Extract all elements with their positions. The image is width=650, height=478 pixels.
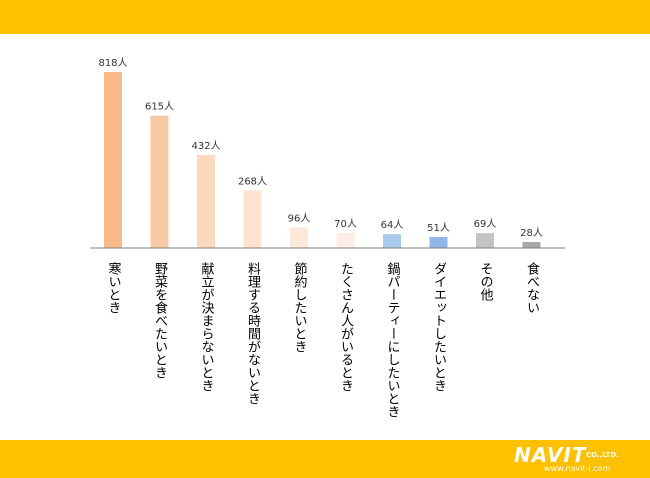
category-label-10: 食べない [524,261,540,314]
category-label-5: 節約したいとき [292,262,308,353]
bar-2 [150,115,169,248]
category-label-1: 寒いとき [106,261,122,314]
logo-url: www.navit-j.com [544,464,611,473]
value-label-6: 70人 [334,218,357,230]
value-label-9: 69人 [474,218,497,230]
value-label-3: 432人 [191,140,220,152]
value-label-10: 28人 [520,227,543,239]
bar-10 [522,241,541,248]
bar-5 [290,227,308,248]
category-label-9: その他 [478,262,494,302]
bar-7 [383,234,401,248]
value-label-4: 268人 [238,175,267,187]
value-label-5: 96人 [288,212,311,224]
company-logo: NAVIT CO.,LTD. www.navit-j.com [514,443,634,473]
bar-4 [243,190,262,248]
value-label-1: 818人 [98,57,127,69]
bar-9 [476,233,494,248]
value-label-8: 51人 [427,222,450,234]
bar-1 [104,72,122,248]
value-label-7: 64人 [381,219,404,231]
logo-brand: NAVIT [514,443,587,467]
category-label-6: たくさん人がいるとき [338,262,354,392]
category-label-7: 鍋パーティーにしたいとき [385,261,401,418]
category-label-2: 野菜を食べたいとき [152,262,168,379]
bar-8 [429,237,448,248]
category-label-8: ダイエットしたいとき [431,262,446,392]
logo-suffix: CO.,LTD. [586,451,619,459]
category-label-4: 料理する時間がないとき [245,262,261,405]
bottom-banner [0,440,650,478]
top-banner [0,0,650,34]
bar-6 [336,232,355,248]
value-label-2: 615人 [145,101,174,113]
category-label-3: 献立が決まらないとき [199,262,215,392]
bar-3 [197,155,215,248]
